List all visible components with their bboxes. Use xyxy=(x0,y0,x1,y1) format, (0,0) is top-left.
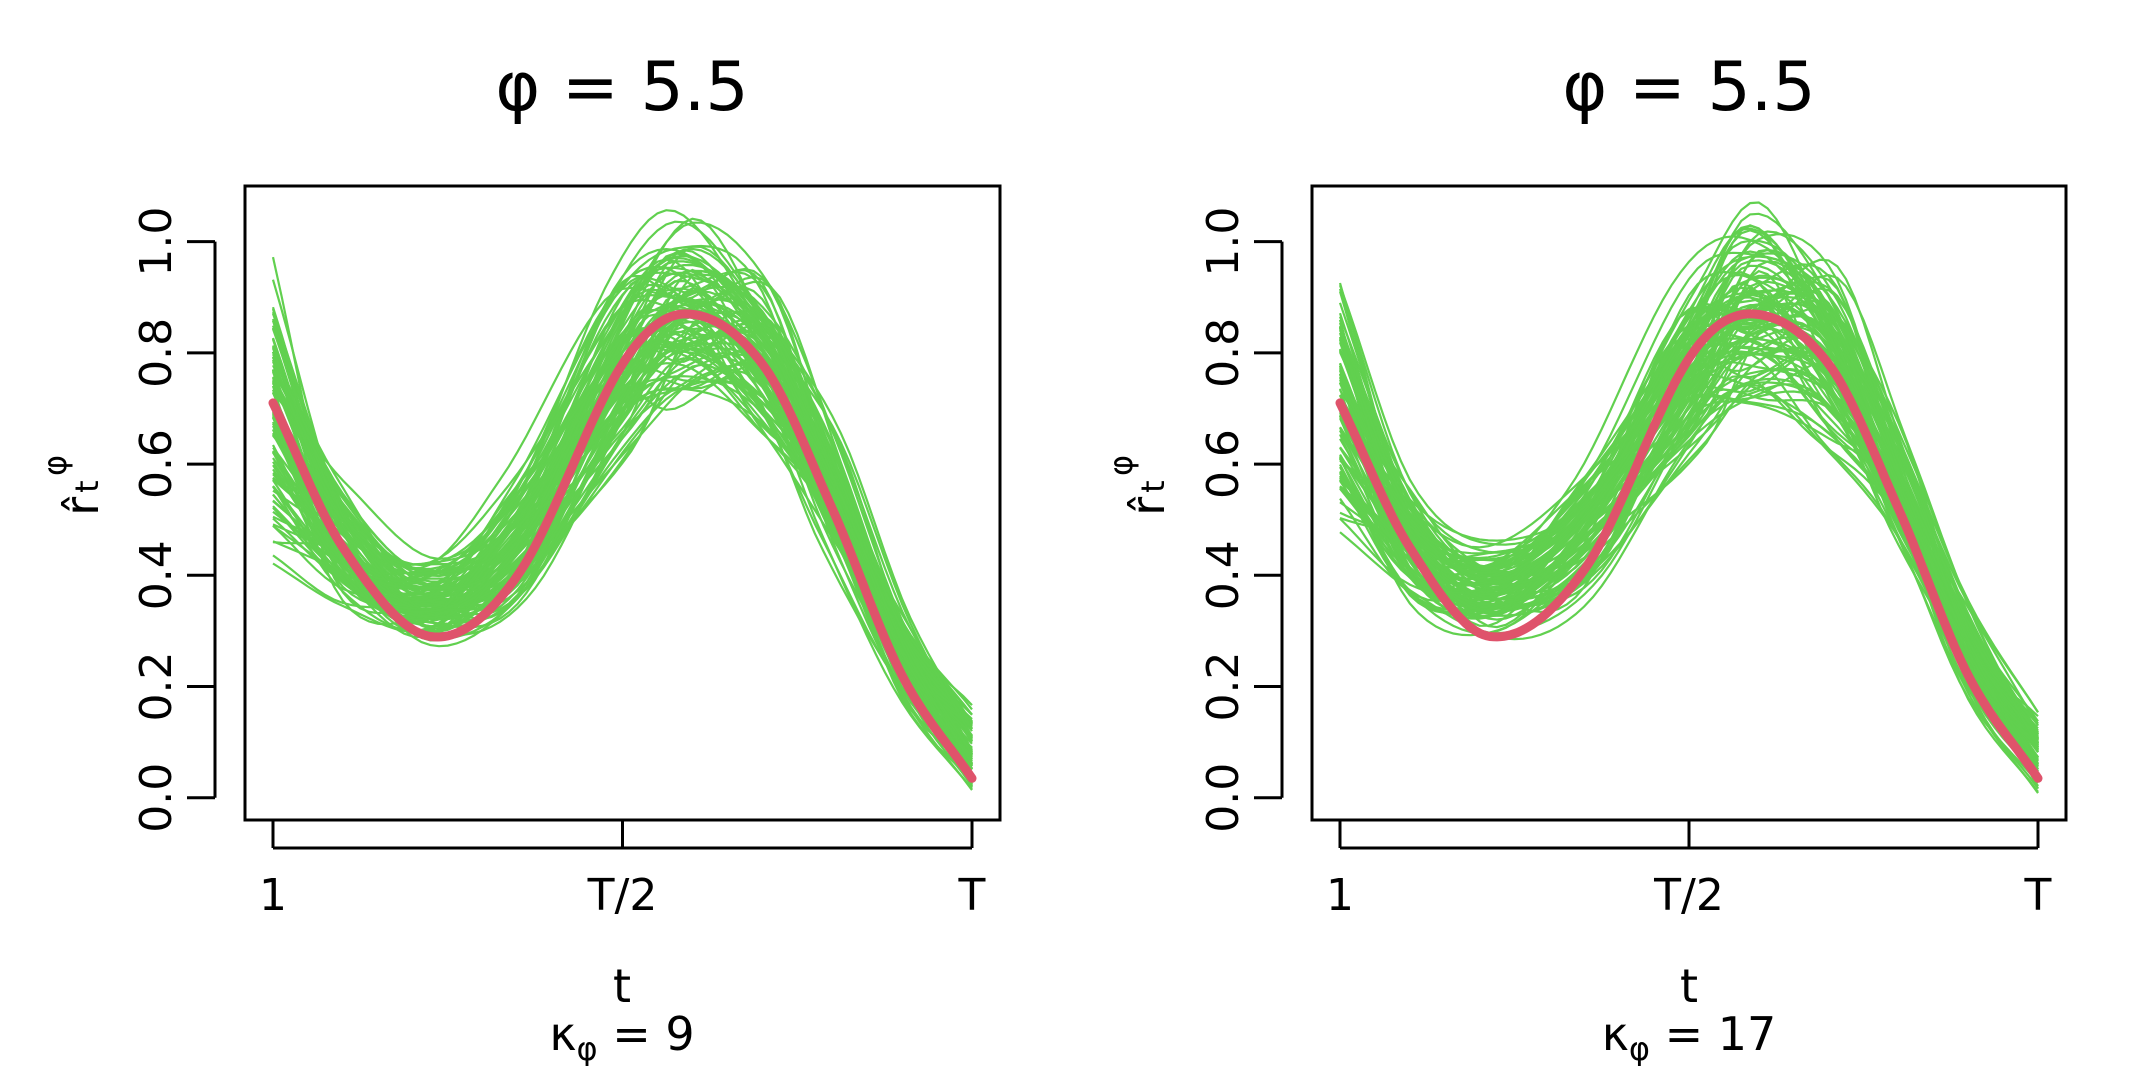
chart-title: φ = 5.5 xyxy=(1562,48,1815,127)
sample-curve xyxy=(1339,322,2039,779)
sample-curve xyxy=(271,311,973,737)
sample-curve xyxy=(271,256,973,738)
y-tick-label: 0.2 xyxy=(131,652,182,722)
sample-curve xyxy=(1339,313,2039,735)
y-axis-label: r̂ t φ xyxy=(36,455,109,516)
x-axis: 1 T/2 T xyxy=(1326,820,2052,921)
y-tick-label: 0.4 xyxy=(1198,540,1249,610)
x-tick-label: T xyxy=(958,870,986,921)
y-axis-label-subscript: t xyxy=(68,480,106,493)
true-curve-layer xyxy=(268,309,977,783)
panel-right: φ = 5.5 0.0 0.2 0.4 0.6 0.8 1.0 1 T/2 T t r̂ t φ… xyxy=(1102,48,2068,1066)
sample-curve xyxy=(272,302,973,754)
x-tick-label: T/2 xyxy=(1653,870,1724,921)
y-axis-label-base: r̂ xyxy=(55,496,109,516)
sample-curve xyxy=(272,209,973,716)
y-tick-label: 0.8 xyxy=(131,318,182,388)
svg-text:r̂t: r̂ t xyxy=(55,480,109,515)
sample-curves xyxy=(271,209,973,791)
sample-curve xyxy=(1338,224,2039,748)
sample-curve xyxy=(271,221,973,728)
sample-curve xyxy=(271,286,973,730)
y-axis-label-subscript: t xyxy=(1134,480,1172,493)
x-axis: 1 T/2 T xyxy=(259,820,986,921)
sample-curve xyxy=(1338,229,2039,726)
svg-text:r̂t: r̂ t xyxy=(1121,480,1175,515)
sample-curve xyxy=(272,220,973,706)
sample-curve xyxy=(271,247,973,730)
y-tick-label: 1.0 xyxy=(1198,207,1249,277)
true-curve-line xyxy=(1335,309,2043,783)
y-tick-label: 1.0 xyxy=(131,207,182,277)
x-tick-label: 1 xyxy=(259,870,287,921)
sample-curve xyxy=(1338,251,2039,713)
x-tick-label: 1 xyxy=(1326,870,1354,921)
y-tick-label: 0.6 xyxy=(1198,429,1249,499)
y-axis-label-superscript: φ xyxy=(1102,455,1140,476)
x-axis-label: t xyxy=(1680,959,1698,1013)
sample-curve xyxy=(1339,250,2039,741)
y-tick-label: 0.4 xyxy=(131,540,182,610)
sample-curve xyxy=(1339,321,2039,774)
y-tick-label: 0.0 xyxy=(131,763,182,833)
sample-curve xyxy=(1339,227,2039,735)
y-axis: 0.0 0.2 0.4 0.6 0.8 1.0 xyxy=(131,207,217,833)
sample-curve xyxy=(1338,201,2039,751)
y-tick-label: 0.8 xyxy=(1198,318,1249,388)
sample-curves xyxy=(1338,201,2039,794)
y-axis: 0.0 0.2 0.4 0.6 0.8 1.0 xyxy=(1198,207,1284,833)
true-curve-line xyxy=(268,309,977,783)
sample-curve xyxy=(1338,264,2039,749)
sample-curve xyxy=(1338,212,2039,730)
y-tick-label: 0.0 xyxy=(1198,763,1249,833)
y-tick-label: 0.2 xyxy=(1198,652,1249,722)
y-axis-label: r̂ t φ xyxy=(1102,455,1175,516)
x-tick-label: T/2 xyxy=(587,870,658,921)
y-axis-label-base: r̂ xyxy=(1121,496,1175,516)
y-axis-label-superscript: φ xyxy=(36,455,74,476)
chart-subtitle: κφ = 9 xyxy=(549,1007,694,1066)
panel-left: φ = 5.5 0.0 0.2 0.4 0.6 0.8 1.0 1 T/2 T t r̂ t φ… xyxy=(36,48,1002,1066)
x-tick-label: T xyxy=(2024,870,2052,921)
x-axis-label: t xyxy=(613,959,631,1013)
y-tick-label: 0.6 xyxy=(131,429,182,499)
true-curve-layer xyxy=(1335,309,2043,783)
chart-subtitle: κφ = 17 xyxy=(1602,1007,1777,1066)
chart-title: φ = 5.5 xyxy=(495,48,748,127)
